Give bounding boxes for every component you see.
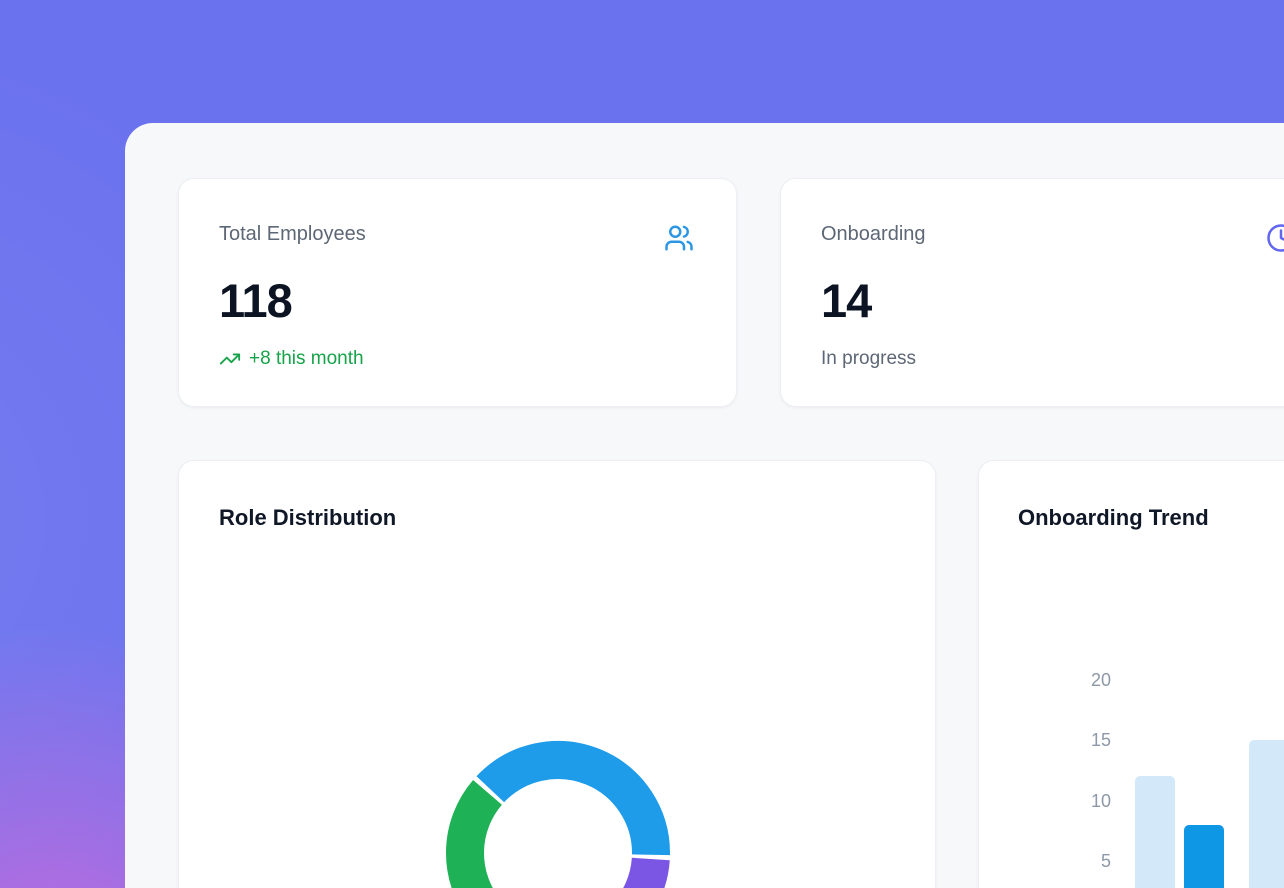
chart-title: Onboarding Trend: [1018, 505, 1209, 530]
bar-sep-dark-blue: [1184, 824, 1224, 888]
role-distribution-card: Role Distribution: [178, 460, 936, 888]
y-axis-tick: 5: [1100, 850, 1111, 871]
y-axis-tick: 20: [1090, 670, 1111, 690]
bar-sep-light-blue: [1135, 776, 1175, 888]
bar-oct-light-blue: [1249, 740, 1284, 888]
stat-card-total-employees: Total Employees 118: [178, 178, 737, 407]
stat-sub-text: In progress: [821, 348, 917, 369]
stat-label: Total Employees: [219, 223, 366, 245]
clock-icon: [1266, 223, 1284, 253]
dashboard-panel: Total Employees 118: [125, 123, 1284, 888]
donut-segment-1: [623, 857, 670, 888]
y-axis-tick: 10: [1090, 790, 1111, 811]
stat-value: 118: [219, 274, 293, 327]
donut-segment-0: [476, 741, 670, 856]
y-axis-tick: 15: [1090, 730, 1111, 751]
chart-title: Role Distribution: [219, 505, 397, 530]
donut-chart-canvas: [446, 741, 670, 888]
trending-up-icon: [219, 348, 241, 370]
users-icon: [664, 223, 694, 253]
donut-chart: [179, 591, 937, 888]
stat-delta: +8 this month: [249, 348, 364, 369]
stat-value: 14: [821, 274, 872, 327]
bar-chart: 05101520SepOct: [979, 559, 1284, 888]
stat-label: Onboarding: [821, 223, 926, 245]
onboarding-trend-card: Onboarding Trend 05101520SepOct: [978, 460, 1284, 888]
donut-segment-4: [446, 779, 503, 888]
stat-card-onboarding: Onboarding 14 In progress: [780, 178, 1284, 407]
